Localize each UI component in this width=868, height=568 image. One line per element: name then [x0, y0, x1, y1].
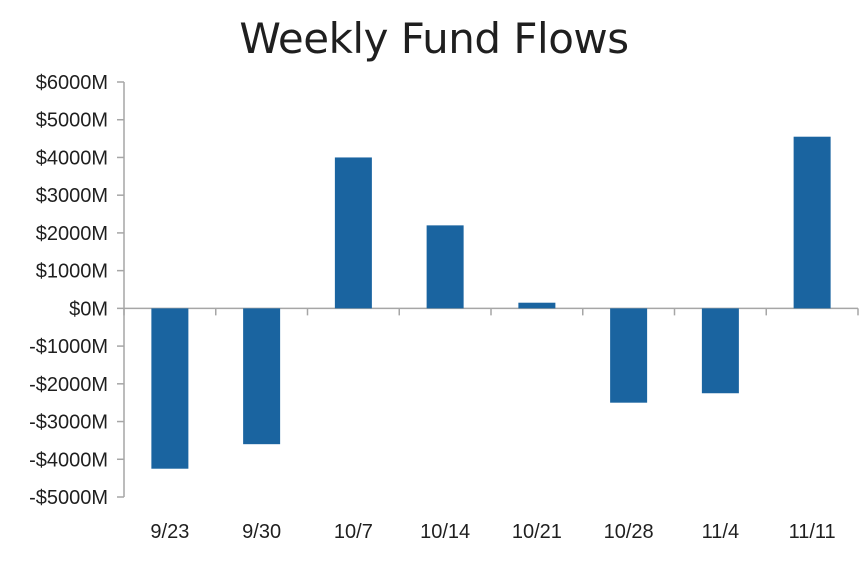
y-tick-label: -$1000M — [29, 336, 108, 358]
y-tick-label: -$4000M — [29, 449, 108, 471]
bar-10-14 — [426, 225, 464, 309]
bar-9-23 — [151, 308, 189, 469]
y-tick-label: -$2000M — [29, 374, 108, 396]
bar-10-28 — [610, 308, 648, 403]
y-tick-label: $4000M — [36, 147, 108, 169]
y-tick-label: $1000M — [36, 261, 108, 283]
x-tick-label: 11/4 — [702, 521, 739, 543]
bars — [151, 136, 831, 469]
bar-9-30 — [243, 308, 281, 445]
bar-10-21 — [518, 302, 556, 309]
x-tick-label: 9/30 — [242, 521, 281, 543]
chart-title: Weekly Fund Flows — [239, 14, 629, 63]
y-tick-label: $5000M — [36, 110, 108, 132]
y-tick-label: $3000M — [36, 185, 108, 207]
bar-11-11 — [793, 136, 831, 309]
x-tick-label: 10/21 — [512, 521, 562, 543]
y-tick-label: -$3000M — [29, 412, 108, 434]
bar-10-7 — [334, 157, 372, 309]
bar-11-4 — [701, 308, 739, 394]
x-tick-label: 10/14 — [420, 521, 470, 543]
y-tick-label: -$5000M — [29, 487, 108, 509]
y-axis: $6000M $5000M $4000M $3000M $2000M $1000M $0M -… — [29, 72, 125, 509]
x-tick-label: 9/23 — [150, 521, 189, 543]
x-tick-label: 10/28 — [604, 521, 654, 543]
x-tick-label: 10/7 — [334, 521, 373, 543]
y-tick-label: $2000M — [36, 223, 108, 245]
y-tick-label: $6000M — [36, 72, 108, 94]
x-axis: 9/23 9/30 10/7 10/14 10/21 10/28 11/4 11/11 — [123, 307, 859, 543]
y-tick-label: $0M — [69, 298, 108, 320]
x-tick-label: 11/11 — [789, 521, 836, 543]
